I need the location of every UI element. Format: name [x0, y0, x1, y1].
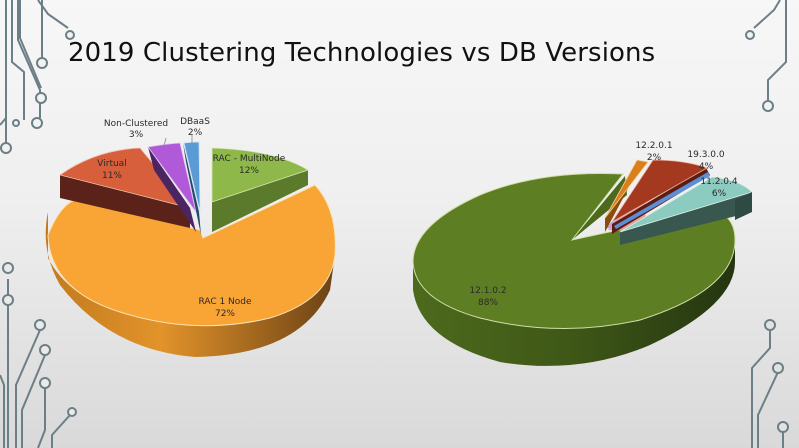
pct-11-2-0-4: 6% — [712, 189, 727, 199]
label-dbaas: DBaaS — [180, 117, 210, 127]
pct-virtual: 11% — [102, 171, 122, 181]
slide-title: 2019 Clustering Technologies vs DB Versi… — [68, 38, 656, 68]
slice-virtual[interactable] — [59, 147, 192, 228]
pct-19-3-0-0: 4% — [699, 162, 714, 172]
pct-dbaas: 2% — [188, 128, 203, 138]
slice-12-2-0-1[interactable] — [604, 159, 649, 232]
slice-11-2-0-4[interactable] — [619, 176, 753, 245]
slice-rac-multinode[interactable] — [211, 147, 309, 232]
label-virtual: Virtual — [97, 159, 126, 169]
slice-19-3-0-0[interactable] — [611, 159, 710, 234]
label-rac-multinode: RAC - MultiNode — [213, 154, 286, 164]
pct-rac-multinode: 12% — [239, 166, 259, 176]
label-rac-1-node: RAC 1 Node — [198, 297, 252, 307]
pct-12-2-0-1: 2% — [647, 153, 662, 163]
pct-12-1-0-2: 88% — [478, 298, 498, 308]
slice-dbaas[interactable] — [183, 141, 201, 235]
label-non-clustered: Non-Clustered — [104, 119, 168, 129]
slice-12-1-0-2[interactable] — [412, 172, 736, 366]
pct-non-clustered: 3% — [129, 130, 144, 140]
label-12-2-0-1: 12.2.0.1 — [635, 141, 672, 151]
label-12-1-0-2: 12.1.0.2 — [469, 286, 506, 296]
label-11-2-0-4: 11.2.0.4 — [700, 177, 737, 187]
pct-rac-1-node: 72% — [215, 309, 235, 319]
label-19-3-0-0: 19.3.0.0 — [687, 150, 724, 160]
slice-non-clustered[interactable] — [147, 142, 197, 232]
